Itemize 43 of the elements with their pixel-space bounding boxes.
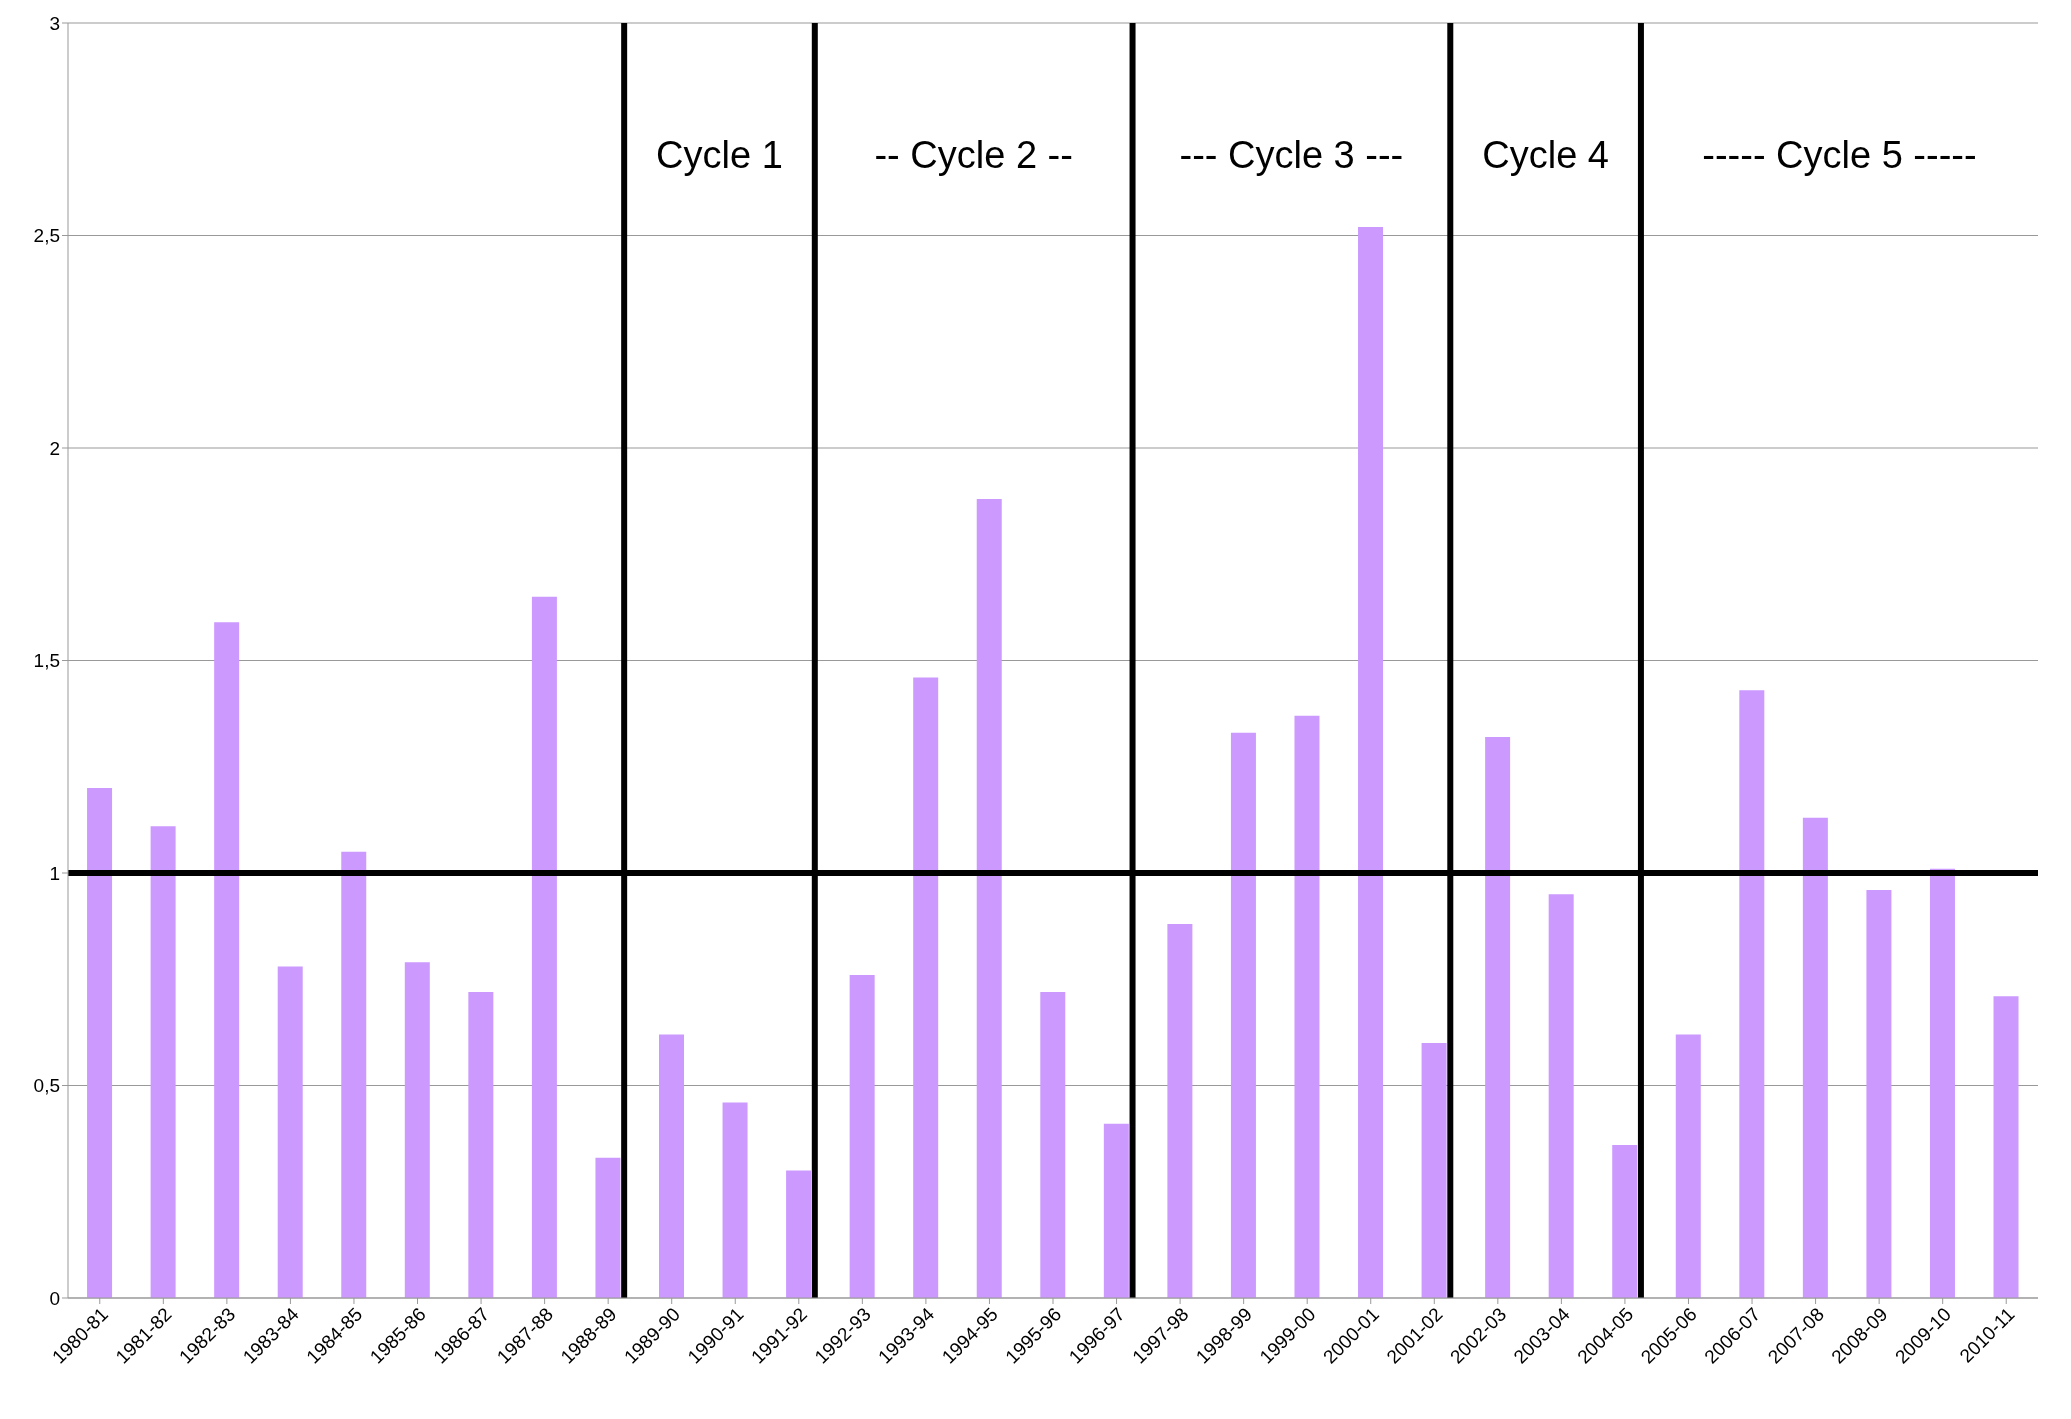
bar	[404, 962, 430, 1298]
bar	[1103, 1123, 1129, 1298]
annotation: -- Cycle 2 --	[874, 133, 1073, 177]
bar	[87, 788, 113, 1298]
bar	[1993, 996, 2019, 1298]
bar	[595, 1157, 621, 1298]
bar	[1421, 1043, 1447, 1298]
bar	[150, 826, 176, 1298]
bar	[913, 677, 939, 1298]
bar	[214, 622, 240, 1298]
bar	[1167, 924, 1193, 1298]
bar	[1866, 890, 1892, 1298]
annotation: --- Cycle 3 ---	[1179, 133, 1404, 177]
bar	[1675, 1034, 1701, 1298]
bar	[722, 1102, 748, 1298]
bar	[659, 1034, 684, 1298]
y-tick-label: 1	[49, 862, 60, 884]
y-tick-label: 2	[49, 437, 60, 459]
y-tick-label: 3	[49, 12, 60, 34]
bar	[1612, 1145, 1638, 1298]
bar	[849, 975, 875, 1298]
y-tick-label: 0	[49, 1287, 60, 1309]
y-tick-label: 0,5	[33, 1075, 60, 1097]
annotation: ----- Cycle 5 -----	[1702, 133, 1977, 177]
annotation: Cycle 1	[656, 133, 783, 177]
bar	[1230, 732, 1256, 1298]
y-tick-label: 2,5	[33, 225, 60, 247]
bar	[1294, 715, 1320, 1298]
bar	[468, 992, 494, 1298]
bar	[1040, 992, 1066, 1298]
annotation: Cycle 4	[1482, 133, 1609, 177]
bar	[1485, 737, 1511, 1298]
bar	[786, 1170, 812, 1298]
bar	[1802, 817, 1828, 1298]
bar	[1929, 868, 1955, 1298]
y-tick-label: 1,5	[33, 650, 60, 672]
bar	[1739, 690, 1765, 1298]
bar	[531, 596, 557, 1298]
bar	[1548, 894, 1574, 1298]
bar	[341, 851, 367, 1298]
bar	[1358, 227, 1384, 1298]
bar	[976, 499, 1002, 1298]
bar	[277, 966, 303, 1298]
